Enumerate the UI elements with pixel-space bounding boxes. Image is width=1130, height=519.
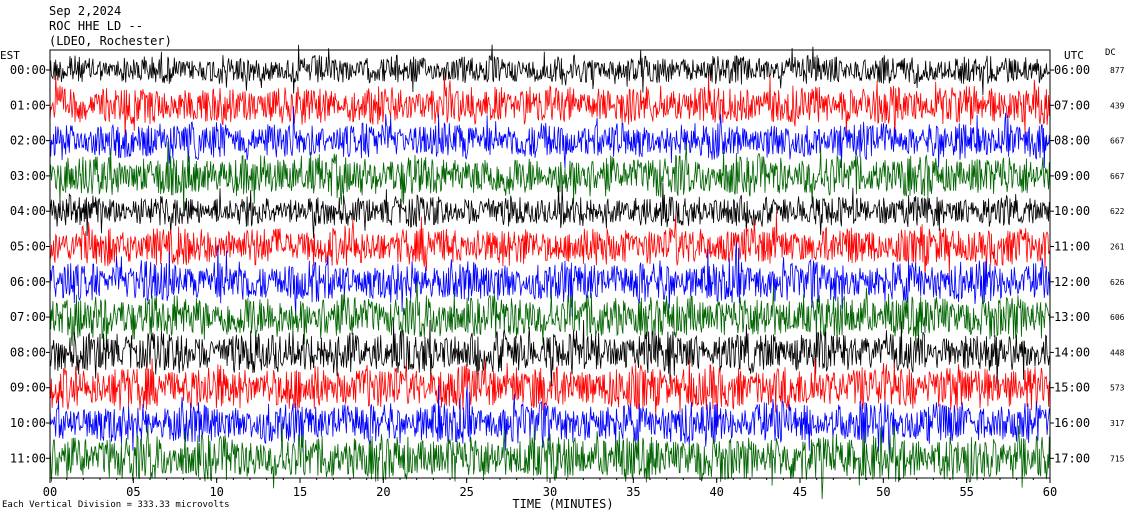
utc-label: 15:00 — [1054, 381, 1090, 395]
dc-value: 626 — [1110, 278, 1125, 287]
est-label: 05:00 — [10, 240, 46, 254]
vertical-division-note: Each Vertical Division = 333.33 microvol… — [2, 500, 230, 510]
utc-label: 09:00 — [1054, 169, 1090, 183]
utc-label: 08:00 — [1054, 134, 1090, 148]
trace-1100 — [49, 423, 1051, 500]
trace-0800 — [49, 319, 1051, 392]
dc-value: 317 — [1110, 419, 1125, 428]
trace-0700 — [49, 281, 1051, 348]
header-date: Sep 2,2024 — [49, 4, 122, 18]
est-axis-label: EST — [0, 49, 20, 62]
est-label: 00:00 — [10, 63, 46, 77]
utc-label: 07:00 — [1054, 98, 1090, 112]
x-tick-label: 15 — [293, 485, 307, 499]
x-tick-label: 20 — [376, 485, 390, 499]
x-tick-label: 35 — [626, 485, 640, 499]
est-label: 04:00 — [10, 204, 46, 218]
trace-0300 — [49, 141, 1051, 213]
utc-label: 17:00 — [1054, 451, 1090, 465]
utc-label: 10:00 — [1054, 204, 1090, 218]
dc-value: 622 — [1110, 207, 1125, 216]
dc-value: 667 — [1110, 172, 1125, 181]
x-tick-label: 05 — [126, 485, 140, 499]
dc-value: 573 — [1110, 384, 1125, 393]
est-label: 07:00 — [10, 310, 46, 324]
dc-axis-label: DC — [1105, 48, 1116, 58]
x-tick-label: 45 — [793, 485, 807, 499]
x-axis-title: TIME (MINUTES) — [512, 497, 613, 511]
est-label: 08:00 — [10, 345, 46, 359]
header-station: ROC HHE LD -- — [49, 19, 143, 33]
est-label: 01:00 — [10, 98, 46, 112]
est-label: 06:00 — [10, 275, 46, 289]
est-label: 11:00 — [10, 451, 46, 465]
x-tick-label: 40 — [709, 485, 723, 499]
trace-1000 — [49, 385, 1051, 455]
utc-axis-label: UTC — [1064, 49, 1084, 62]
est-label: 09:00 — [10, 381, 46, 395]
x-tick-label: 10 — [209, 485, 223, 499]
x-tick-label: 30 — [543, 485, 557, 499]
trace-0600 — [49, 242, 1051, 317]
utc-label: 11:00 — [1054, 240, 1090, 254]
utc-label: 16:00 — [1054, 416, 1090, 430]
trace-0000 — [49, 44, 1051, 96]
x-tick-label: 55 — [959, 485, 973, 499]
trace-0500 — [49, 212, 1051, 280]
x-tick-label: 60 — [1043, 485, 1057, 499]
dc-value: 606 — [1110, 313, 1125, 322]
header-location: (LDEO, Rochester) — [49, 34, 172, 48]
dc-value: 448 — [1110, 348, 1125, 357]
est-label: 03:00 — [10, 169, 46, 183]
dc-value: 715 — [1110, 454, 1125, 463]
trace-0400 — [49, 182, 1051, 239]
x-tick-label: 50 — [876, 485, 890, 499]
utc-label: 12:00 — [1054, 275, 1090, 289]
x-tick-label: 00 — [43, 485, 57, 499]
dc-value: 439 — [1110, 101, 1125, 110]
trace-0100 — [49, 74, 1051, 138]
trace-0900 — [49, 357, 1051, 427]
utc-label: 06:00 — [1054, 63, 1090, 77]
dc-value: 667 — [1110, 137, 1125, 146]
utc-label: 14:00 — [1054, 345, 1090, 359]
utc-label: 13:00 — [1054, 310, 1090, 324]
dc-value: 261 — [1110, 243, 1125, 252]
trace-0200 — [49, 106, 1051, 169]
est-label: 10:00 — [10, 416, 46, 430]
est-label: 02:00 — [10, 134, 46, 148]
x-tick-label: 25 — [459, 485, 473, 499]
dc-value: 877 — [1110, 66, 1125, 75]
